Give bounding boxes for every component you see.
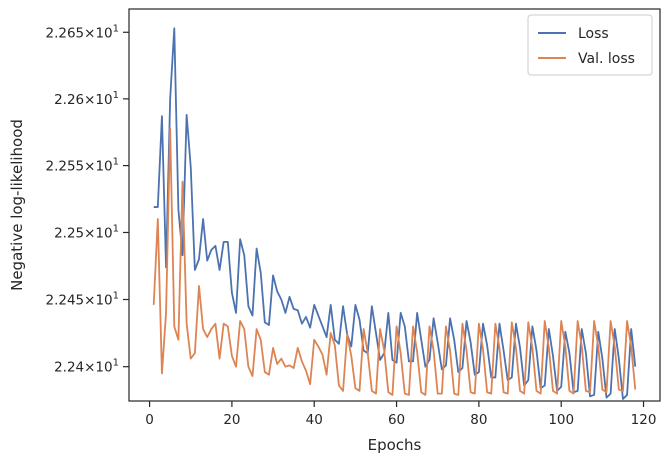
x-tick-label: 120	[631, 412, 657, 428]
x-tick-label: 80	[470, 412, 487, 428]
y-axis-title: Negative log-likelihood	[8, 119, 26, 291]
series-line-val-loss	[152, 127, 637, 396]
plot-frame	[128, 8, 661, 402]
legend-label-loss: Loss	[578, 26, 609, 42]
x-tick-label: 20	[223, 412, 240, 428]
legend-label-val-loss: Val. loss	[578, 51, 635, 67]
x-tick-label: 40	[306, 412, 323, 428]
y-tick-label: 2.265×101	[45, 23, 119, 41]
legend: Loss Val. loss	[527, 14, 653, 76]
x-axis-ticks: 0 20 40 60 80 100 120	[145, 401, 656, 428]
y-tick-label: 2.25×101	[54, 223, 119, 241]
y-tick-label: 2.24×101	[54, 358, 119, 376]
x-tick-label: 100	[548, 412, 574, 428]
legend-box	[527, 14, 653, 76]
y-tick-label: 2.26×101	[54, 90, 119, 108]
x-tick-label: 60	[388, 412, 405, 428]
y-tick-label: 2.255×101	[45, 157, 119, 175]
x-axis-title: Epochs	[368, 436, 422, 454]
y-tick-label: 2.245×101	[45, 291, 119, 309]
series-line-loss	[153, 27, 637, 400]
y-axis-ticks: 2.24×101 2.245×101 2.25×101 2.255×101 2.26×1…	[45, 23, 129, 376]
x-tick-label: 0	[145, 412, 154, 428]
series-layer	[152, 27, 637, 400]
